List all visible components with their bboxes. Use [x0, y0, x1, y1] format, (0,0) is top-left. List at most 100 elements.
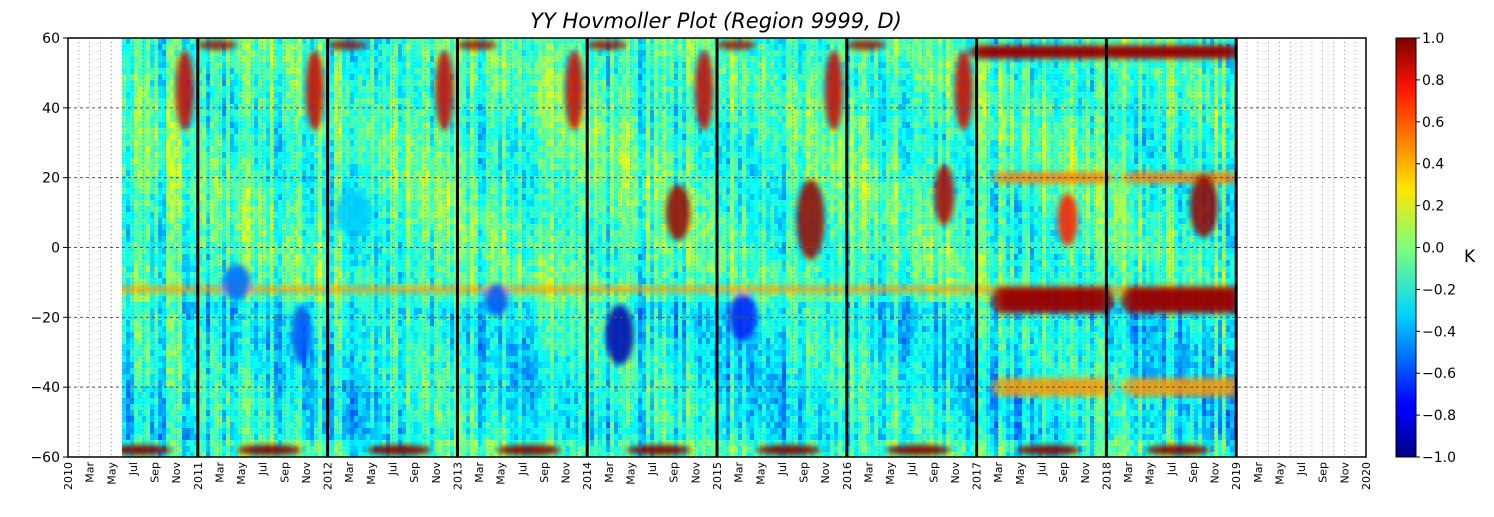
heatmap-cell — [342, 260, 347, 267]
heatmap-cell — [202, 224, 207, 231]
heatmap-cell — [190, 332, 195, 339]
heatmap-cell — [322, 122, 327, 129]
heatmap-cell — [398, 416, 403, 423]
heatmap-cell — [158, 224, 163, 231]
heatmap-cell — [354, 248, 359, 255]
heatmap-cell — [278, 278, 283, 285]
heatmap-cell — [242, 74, 247, 81]
heatmap-cell — [254, 386, 259, 393]
heatmap-cell — [318, 134, 323, 141]
heatmap-cell — [402, 56, 407, 63]
heatmap-cell — [142, 68, 147, 75]
heatmap-cell — [246, 434, 251, 441]
heatmap-cell — [226, 404, 231, 411]
heatmap-cell — [250, 116, 255, 123]
heatmap-cell — [274, 230, 279, 237]
heatmap-cell — [370, 308, 375, 315]
heatmap-cell — [290, 128, 295, 135]
heatmap-cell — [398, 428, 403, 435]
heatmap-cell — [222, 206, 227, 213]
heatmap-cell — [198, 176, 203, 183]
heatmap-cell — [386, 350, 391, 357]
heatmap-cell — [286, 260, 291, 267]
heatmap-cell — [398, 182, 403, 189]
heatmap-cell — [138, 56, 143, 63]
heatmap-cell — [270, 170, 275, 177]
heatmap-cell — [286, 440, 291, 447]
heatmap-cell — [298, 230, 303, 237]
heatmap-cell — [210, 116, 215, 123]
heatmap-cell — [378, 248, 383, 255]
heatmap-cell — [198, 332, 203, 339]
heatmap-cell — [142, 62, 147, 69]
heatmap-cell — [278, 206, 283, 213]
heatmap-cell — [302, 140, 307, 147]
heatmap-cell — [366, 80, 371, 87]
heatmap-cell — [238, 254, 243, 261]
heatmap-cell — [190, 242, 195, 249]
heatmap-cell — [262, 50, 267, 57]
heatmap-cell — [146, 44, 151, 51]
heatmap-cell — [382, 380, 387, 387]
heatmap-cell — [174, 404, 179, 411]
heatmap-cell — [274, 44, 279, 51]
heatmap-cell — [406, 134, 411, 141]
heatmap-cell — [282, 404, 287, 411]
heatmap-cell — [402, 296, 407, 303]
heatmap-cell — [306, 260, 311, 267]
heatmap-cell — [382, 386, 387, 393]
heatmap-cell — [214, 398, 219, 405]
heatmap-cell — [186, 308, 191, 315]
heatmap-cell — [362, 386, 367, 393]
heatmap-cell — [366, 332, 371, 339]
heatmap-cell — [346, 140, 351, 147]
heatmap-cell — [154, 110, 159, 117]
heatmap-cell — [198, 194, 203, 201]
heatmap-cell — [190, 62, 195, 69]
heatmap-cell — [322, 434, 327, 441]
heatmap-cell — [382, 74, 387, 81]
heatmap-cell — [338, 428, 343, 435]
heatmap-cell — [170, 212, 175, 219]
heatmap-cell — [254, 38, 259, 45]
heatmap-cell — [346, 116, 351, 123]
heatmap-cell — [198, 188, 203, 195]
heatmap-cell — [342, 350, 347, 357]
heatmap-cell — [126, 206, 131, 213]
heatmap-cell — [286, 158, 291, 165]
heatmap-cell — [342, 74, 347, 81]
heatmap-cell — [394, 86, 399, 93]
heatmap-cell — [306, 236, 311, 243]
heatmap-cell — [126, 398, 131, 405]
heatmap-cell — [154, 164, 159, 171]
heatmap-cell — [214, 302, 219, 309]
heatmap-cell — [262, 326, 267, 333]
heatmap-cell — [158, 344, 163, 351]
heatmap-cell — [122, 278, 127, 285]
heatmap-cell — [238, 92, 243, 99]
heatmap-cell — [370, 428, 375, 435]
heatmap-cell — [214, 170, 219, 177]
heatmap-cell — [302, 110, 307, 117]
heatmap-cell — [394, 290, 399, 297]
heatmap-cell — [258, 188, 263, 195]
heatmap-cell — [334, 242, 339, 249]
heatmap-cell — [170, 104, 175, 111]
heatmap-cell — [314, 158, 319, 165]
heatmap-cell — [398, 62, 403, 69]
heatmap-cell — [358, 146, 363, 153]
heatmap-cell — [154, 128, 159, 135]
heatmap-cell — [210, 350, 215, 357]
heatmap-cell — [166, 38, 171, 45]
heatmap-cell — [230, 56, 235, 63]
heatmap-cell — [398, 368, 403, 375]
heatmap-cell — [314, 380, 319, 387]
heatmap-cell — [134, 338, 139, 345]
heatmap-cell — [214, 326, 219, 333]
heatmap-cell — [378, 338, 383, 345]
heatmap-cell — [402, 416, 407, 423]
heatmap-cell — [394, 242, 399, 249]
heatmap-cell — [238, 230, 243, 237]
heatmap-cell — [294, 56, 299, 63]
heatmap-cell — [170, 350, 175, 357]
